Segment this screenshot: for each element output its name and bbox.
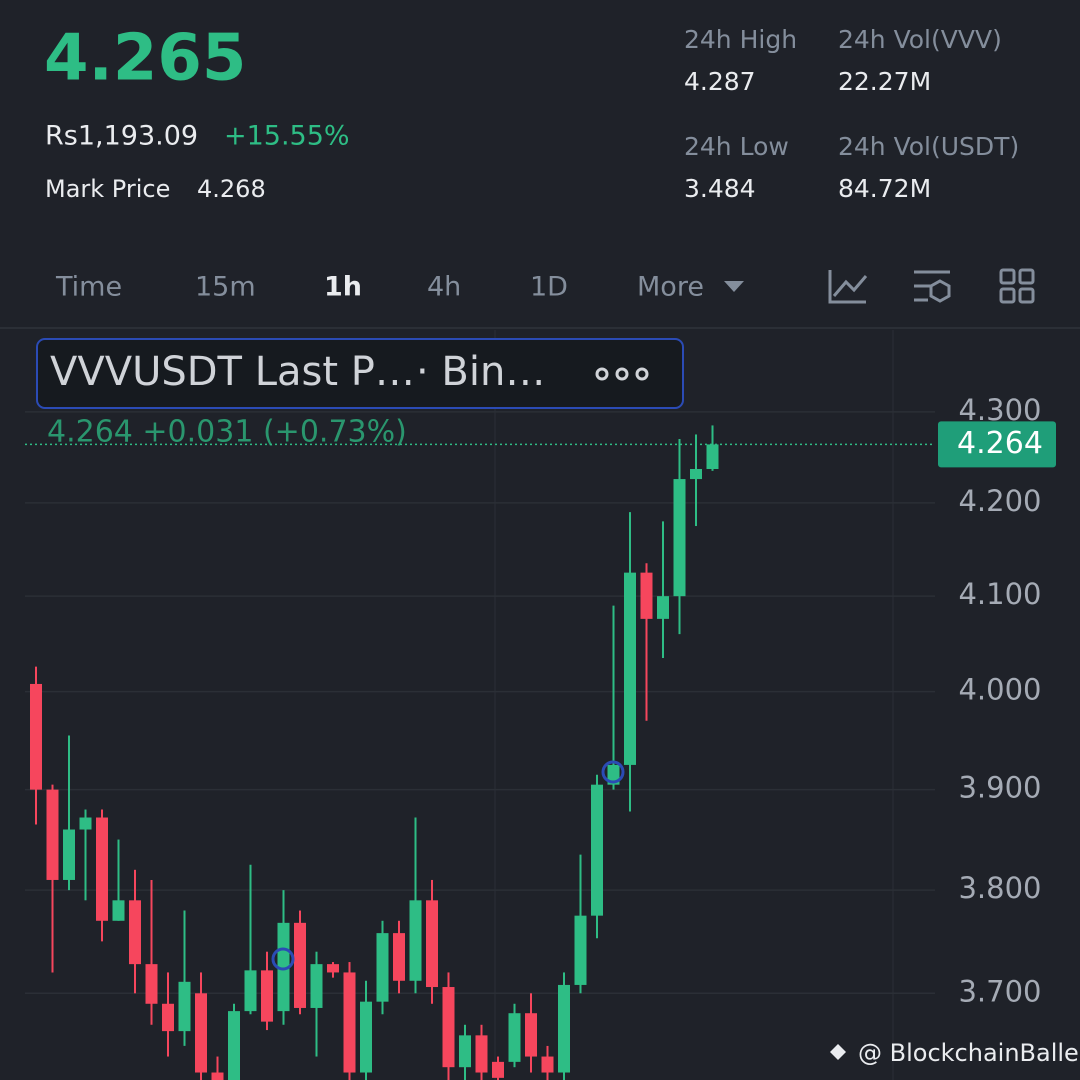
last-price-label: 4.264 — [957, 426, 1043, 461]
dropdown-arrow — [724, 281, 744, 292]
more-icon[interactable] — [595, 367, 649, 381]
candle-body — [211, 1072, 224, 1080]
last-price: 4.265 — [44, 22, 246, 96]
y-tick-label: 4.000 — [958, 673, 1041, 707]
event-marker[interactable] — [271, 947, 295, 971]
candle-body — [343, 972, 356, 1073]
candle-body — [96, 817, 108, 921]
annotation: 4.264 +0.031 (+0.73%) — [47, 415, 407, 450]
candle-body — [145, 964, 158, 1004]
candle-body — [607, 764, 620, 785]
fiat-price: Rs1,193.09 — [45, 121, 198, 152]
candle-body — [624, 572, 636, 765]
candle-body — [690, 468, 702, 480]
tab[interactable]: 4h — [427, 272, 461, 303]
candle-body — [591, 784, 603, 916]
y-tick-label: 3.900 — [958, 771, 1041, 805]
candle-body — [228, 1011, 240, 1080]
stat-value: 22.27M — [838, 67, 931, 96]
mark-value: 4.268 — [197, 175, 266, 203]
candle-body — [310, 964, 323, 1008]
candle-body — [261, 970, 273, 1022]
candle-body — [376, 933, 389, 1002]
candle-body — [558, 984, 570, 1073]
candle-body — [244, 970, 257, 1012]
candle-body — [657, 596, 669, 619]
candle-body — [442, 987, 455, 1068]
y-tick-label: 3.800 — [958, 871, 1041, 905]
stat-label: 24h Vol(USDT) — [838, 132, 1019, 161]
tab[interactable]: More — [637, 272, 704, 303]
price-change: +15.55% — [224, 121, 350, 152]
candle-body — [63, 829, 75, 880]
legend-symbol: VVVUSDT Last P… — [50, 349, 415, 395]
candle-body — [277, 922, 290, 1012]
candle-body — [541, 1056, 554, 1073]
plot — [25, 411, 935, 1080]
candle-body — [79, 817, 92, 830]
candle-body — [706, 444, 719, 469]
candle-body — [30, 683, 42, 790]
candle-body — [409, 900, 422, 981]
watermark: @ BlockchainBaller — [858, 1039, 1080, 1067]
candle-body — [426, 900, 438, 988]
candle-body — [525, 1013, 537, 1057]
legend-box[interactable] — [36, 338, 684, 409]
candle-body — [46, 789, 59, 880]
candle-body — [129, 900, 141, 965]
y-tick-label: 4.100 — [958, 577, 1041, 611]
stat-value: 84.72M — [838, 174, 931, 203]
stat-label: 24h High — [684, 25, 797, 54]
stat-value: 4.287 — [684, 67, 756, 96]
event-marker[interactable] — [601, 760, 625, 784]
candle-body — [475, 1035, 488, 1073]
layout-icon[interactable] — [999, 268, 1035, 304]
candle-body — [327, 964, 339, 973]
indicator-icon[interactable] — [828, 270, 868, 304]
watermark-logo — [830, 1044, 846, 1060]
settings-icon[interactable] — [914, 270, 951, 303]
stat-value: 3.484 — [684, 174, 756, 203]
mark-label: Mark Price — [45, 175, 170, 203]
tab[interactable]: 15m — [195, 272, 256, 303]
y-tick-label: 4.200 — [958, 484, 1041, 518]
candle-body — [294, 922, 306, 1008]
legend-source: · Bin… — [416, 349, 545, 395]
candle-body — [195, 993, 207, 1073]
stat-label: 24h Vol(VVV) — [838, 25, 1002, 54]
candle-body — [360, 1001, 372, 1073]
candle-body — [459, 1035, 471, 1068]
candle-body — [640, 572, 653, 619]
tab[interactable]: Time — [55, 272, 122, 303]
candle-body — [574, 915, 587, 985]
tab[interactable]: 1D — [530, 272, 568, 303]
candle-body — [673, 479, 686, 597]
candle-body — [112, 900, 125, 921]
candle-body — [162, 1003, 174, 1032]
y-tick-label: 3.700 — [958, 974, 1041, 1008]
y-tick-label: 4.300 — [958, 393, 1041, 427]
candle-body — [178, 981, 191, 1032]
candle-body — [393, 933, 405, 981]
overlay: 4.300 4.200 4.100 4.000 3.900 3.800 3.700 4.264 — [938, 393, 1056, 1008]
tab-active[interactable]: 1h — [324, 272, 362, 303]
candle-body — [508, 1013, 521, 1062]
stat-label: 24h Low — [684, 132, 789, 161]
candle-body — [492, 1061, 504, 1078]
last-price-badge — [938, 421, 1056, 468]
